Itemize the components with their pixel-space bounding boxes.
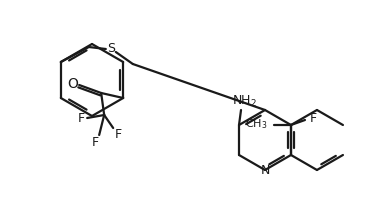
- Text: F: F: [309, 112, 316, 126]
- Text: N: N: [260, 163, 270, 177]
- Text: CH$_3$: CH$_3$: [245, 117, 268, 131]
- Text: F: F: [78, 112, 85, 124]
- Text: F: F: [92, 137, 99, 149]
- Text: F: F: [114, 127, 122, 140]
- Text: NH$_2$: NH$_2$: [232, 94, 257, 109]
- Text: S: S: [107, 43, 115, 55]
- Text: O: O: [68, 77, 79, 91]
